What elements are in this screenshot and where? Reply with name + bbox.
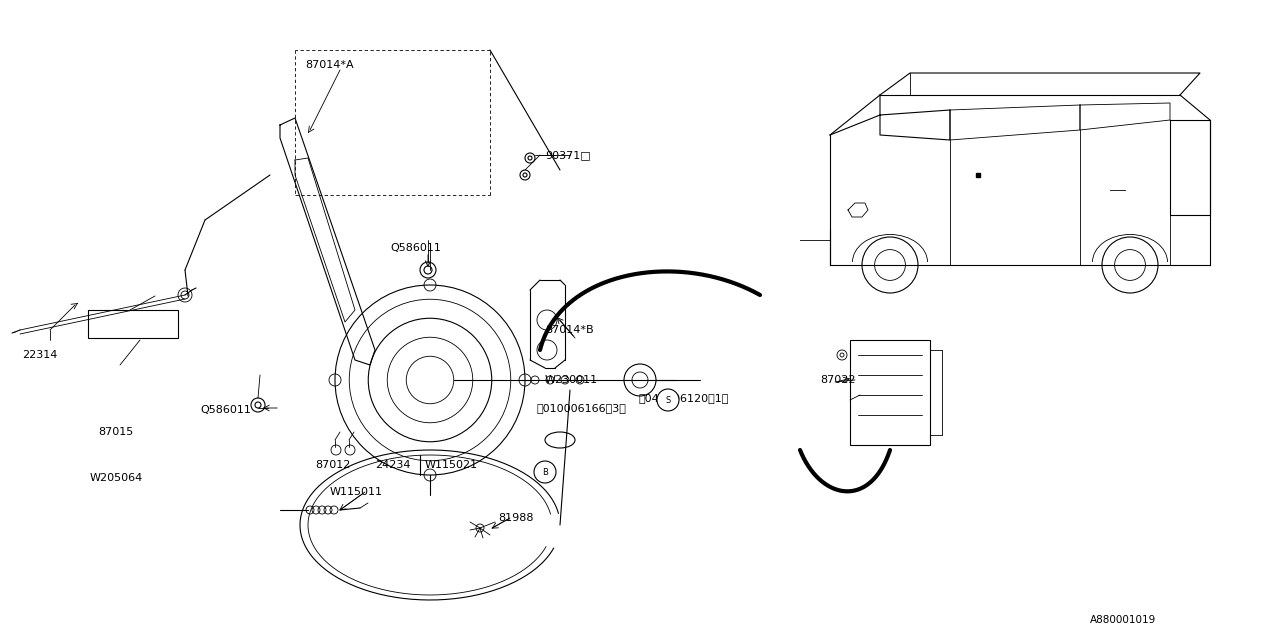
Text: W115021: W115021 bbox=[425, 460, 479, 470]
Text: W115011: W115011 bbox=[330, 487, 383, 497]
Text: 87014*A: 87014*A bbox=[305, 60, 353, 70]
Text: 90371□: 90371□ bbox=[545, 150, 591, 160]
Text: W230011: W230011 bbox=[545, 375, 598, 385]
Text: W205064: W205064 bbox=[90, 473, 143, 483]
Text: 87012: 87012 bbox=[315, 460, 351, 470]
Text: Ⓢ047406120（1）: Ⓢ047406120（1） bbox=[637, 393, 728, 403]
Text: 87014*B: 87014*B bbox=[545, 325, 594, 335]
Text: Q586011: Q586011 bbox=[390, 243, 440, 253]
Text: Q586011: Q586011 bbox=[200, 405, 251, 415]
Text: 24234: 24234 bbox=[375, 460, 411, 470]
Bar bbox=[88, 310, 178, 338]
Circle shape bbox=[657, 389, 678, 411]
Text: Ⓑ010006166（3）: Ⓑ010006166（3） bbox=[536, 403, 626, 413]
Bar bbox=[850, 340, 931, 445]
Text: 87022: 87022 bbox=[820, 375, 855, 385]
Text: 87015: 87015 bbox=[99, 427, 133, 437]
Text: 22314: 22314 bbox=[22, 350, 58, 360]
Text: 81988: 81988 bbox=[498, 513, 534, 523]
Circle shape bbox=[534, 461, 556, 483]
Text: A880001019: A880001019 bbox=[1091, 615, 1156, 625]
Text: B: B bbox=[541, 467, 548, 477]
Text: S: S bbox=[666, 396, 671, 404]
